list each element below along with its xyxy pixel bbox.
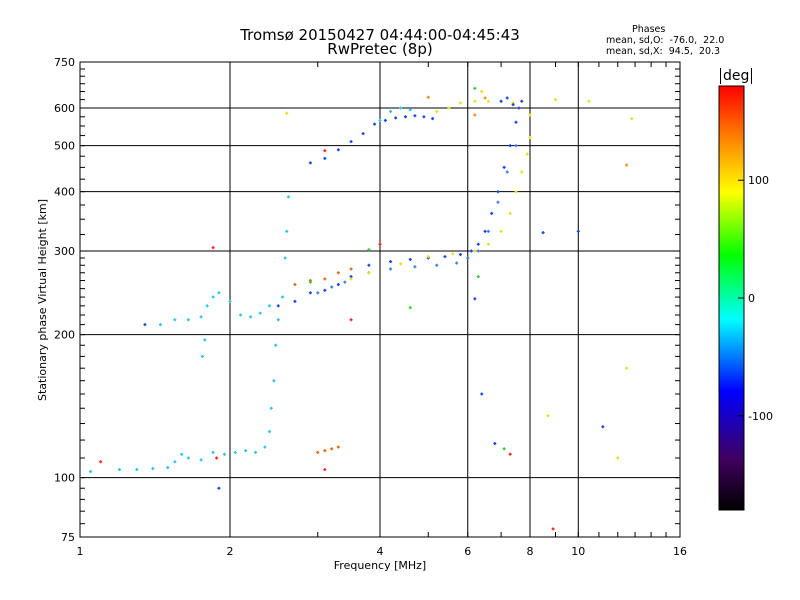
stats-o-mode: mean, sd,O: -76.0, 22.0: [606, 35, 725, 46]
stats-x-mode: mean, sd,X: 94.5, 20.3: [606, 46, 721, 57]
y-tick-label: 75: [61, 531, 75, 544]
y-tick-label: 600: [54, 102, 75, 115]
scatter-points: [89, 86, 634, 531]
y-tick-label: 500: [54, 140, 75, 153]
chart-subtitle: RwPretec (8p): [327, 40, 433, 58]
x-tick-label: 8: [527, 545, 534, 558]
x-axis-label: Frequency [MHz]: [334, 559, 426, 572]
x-tick-label: 4: [377, 545, 384, 558]
stats-heading: Phases: [632, 24, 666, 35]
x-tick-label: 10: [571, 545, 585, 558]
x-tick-label: 1: [77, 545, 84, 558]
colorbar-unit: deg: [720, 68, 753, 84]
colorbar-ticks: 100 0 -100: [738, 174, 773, 423]
y-tick-label: 300: [54, 245, 75, 258]
colorbar-tick-label: 0: [748, 292, 755, 305]
colorbar-tick-label: -100: [748, 410, 773, 423]
axis-ticks: 1 2 4 6 8 10 16 75 100 200 300 400 500 600 750: [54, 56, 687, 558]
y-tick-label: 200: [54, 329, 75, 342]
x-tick-label: 2: [227, 545, 234, 558]
y-axis-label: Stationary phase Virtual Height [km]: [36, 199, 49, 401]
x-tick-label: 6: [464, 545, 471, 558]
y-tick-label: 100: [54, 472, 75, 485]
x-tick-label: 16: [673, 545, 687, 558]
chart-title: Tromsø 20150427 04:44:00-04:45:43: [240, 26, 520, 44]
y-tick-label: 400: [54, 186, 75, 199]
grid-lines: [80, 62, 680, 537]
y-tick-label: 750: [54, 56, 75, 69]
colorbar-tick-label: 100: [748, 174, 769, 187]
